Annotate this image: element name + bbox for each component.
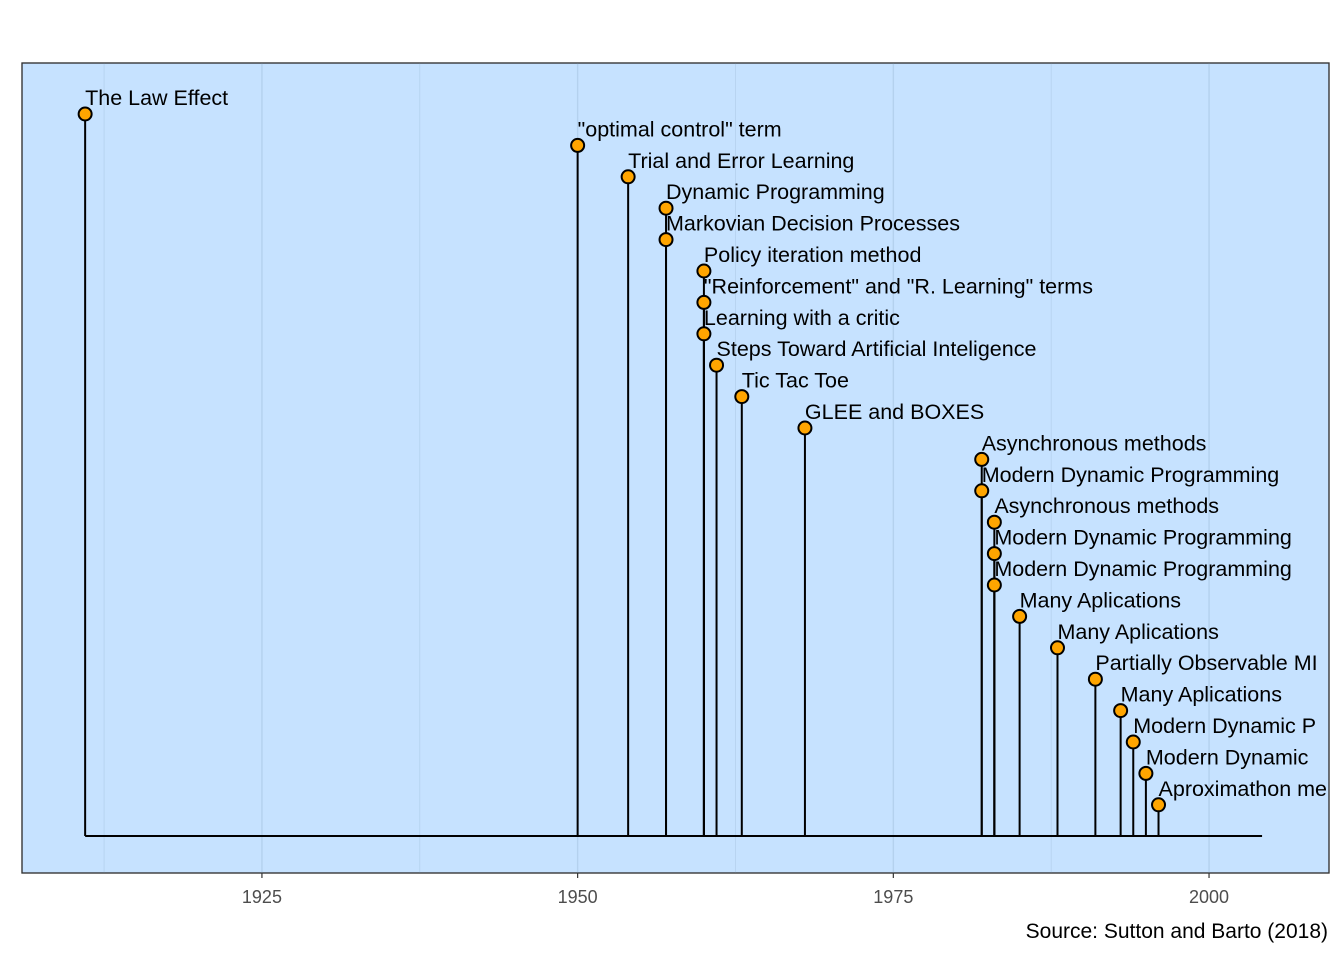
x-tick-label: 1975 — [873, 887, 913, 907]
event-label: Many Aplications — [1121, 683, 1282, 707]
event-label: Modern Dynamic Programming — [994, 557, 1292, 581]
panel-border — [21, 62, 1330, 874]
event-points — [77, 106, 1167, 813]
event-label: "optimal control" term — [578, 117, 782, 141]
event-label: Learning with a critic — [704, 306, 900, 330]
event-point — [658, 232, 674, 248]
event-point — [986, 546, 1002, 562]
x-tick-label: 2000 — [1189, 887, 1229, 907]
event-label: Asynchronous methods — [982, 431, 1207, 455]
event-point — [1012, 608, 1028, 624]
event-point — [986, 577, 1002, 593]
event-label: Partially Observable MI — [1095, 651, 1317, 675]
event-point — [696, 294, 712, 310]
event-point — [709, 357, 725, 373]
event-label: Steps Toward Artificial Inteligence — [717, 337, 1037, 361]
event-point — [986, 514, 1002, 530]
plot-panel — [21, 62, 1330, 874]
event-point — [1113, 703, 1129, 719]
event-point — [1087, 671, 1103, 687]
event-point — [1138, 765, 1154, 781]
event-label: GLEE and BOXES — [805, 400, 984, 424]
event-point — [696, 263, 712, 279]
x-axis-ticks: 1925 1950 1975 2000 — [242, 873, 1229, 907]
event-point — [696, 326, 712, 342]
x-tick-label: 1925 — [242, 887, 282, 907]
event-label: Modern Dynamic Programming — [994, 526, 1292, 550]
event-label: Many Aplications — [1057, 620, 1218, 644]
event-point — [1049, 640, 1065, 656]
grid-lines — [21, 62, 1330, 874]
event-label: Markovian Decision Processes — [666, 212, 960, 236]
event-point — [620, 169, 636, 185]
x-tick-label: 1950 — [558, 887, 598, 907]
event-point — [570, 137, 586, 153]
event-point — [1125, 734, 1141, 750]
event-label: Policy iteration method — [704, 243, 922, 267]
event-point — [974, 483, 990, 499]
source-caption: Source: Sutton and Barto (2018) — [1025, 920, 1328, 943]
event-label: Modern Dynamic P — [1133, 714, 1316, 738]
event-label: Many Aplications — [1020, 588, 1181, 612]
event-point — [734, 389, 750, 405]
event-point — [1151, 797, 1167, 813]
event-label: "Reinforcement" and "R. Learning" terms — [704, 274, 1093, 298]
event-point — [797, 420, 813, 436]
event-label: Tic Tac Toe — [742, 369, 849, 393]
event-point — [77, 106, 93, 122]
event-point — [658, 200, 674, 216]
event-label: Trial and Error Learning — [628, 149, 854, 173]
event-label: The Law Effect — [85, 86, 228, 110]
event-label: Modern Dynamic Programming — [982, 463, 1280, 487]
event-labels: The Law Effect "optimal control" term Tria… — [85, 86, 1327, 801]
event-label: Asynchronous methods — [994, 494, 1219, 518]
event-stems — [84, 114, 1160, 836]
event-point — [974, 451, 990, 467]
event-label: Aproximathon me — [1159, 777, 1328, 801]
event-label: Dynamic Programming — [666, 180, 885, 204]
event-label: Modern Dynamic — [1146, 745, 1309, 769]
